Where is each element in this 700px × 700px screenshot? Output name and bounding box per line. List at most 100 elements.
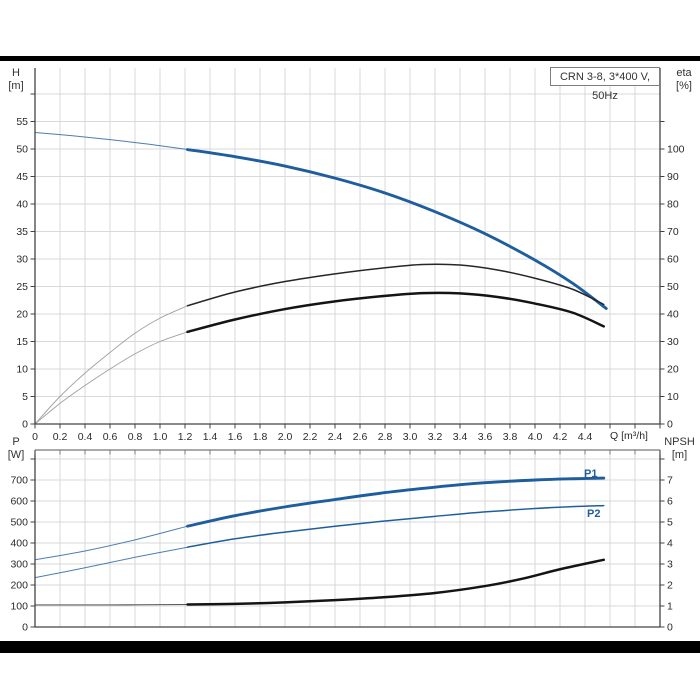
tick-label: 7: [667, 475, 673, 487]
curve-P2: [186, 504, 605, 548]
curve-NPSH: [186, 558, 605, 606]
p1-curve-label: P1: [584, 468, 598, 480]
tick-label: 0.8: [128, 431, 143, 443]
p-axis-label-line2: [W]: [7, 449, 25, 461]
tick-label: 0: [32, 431, 38, 443]
tick-label: 500: [10, 517, 28, 529]
tick-label: 50: [16, 144, 28, 156]
tick-label: 3.2: [428, 431, 443, 443]
tick-label: 0: [22, 419, 28, 431]
npsh-axis-label-line1: NPSH: [664, 436, 695, 448]
tick-label: 0: [22, 622, 28, 634]
h-axis-label-line2: [m]: [8, 80, 24, 92]
tick-label: 45: [16, 171, 28, 183]
tick-label: 5: [667, 517, 673, 529]
tick-label: 4.4: [578, 431, 593, 443]
curve-H-curve-lead: [34, 132, 188, 151]
p-axis-label-line1: P: [12, 436, 20, 448]
axes: 0 100 200 300 400 500 600 700 0 1 2 3 4 5 6 7: [10, 449, 673, 634]
h-axis-label-line1: H: [12, 67, 20, 79]
curve-P1: [186, 476, 606, 528]
tick-label: 1.0: [153, 431, 168, 443]
tick-label: 3.6: [478, 431, 493, 443]
curves: [34, 132, 608, 425]
curve-H-curve: [186, 148, 608, 310]
chart-power-npsh: 0 100 200 300 400 500 600 700 0 1 2 3 4 5 6 7: [10, 449, 673, 634]
tick-label: 700: [10, 475, 28, 487]
p2-curve-label: P2: [587, 508, 601, 520]
tick-label: 100: [667, 144, 685, 156]
tick-label: 90: [667, 171, 679, 183]
tick-label: 50: [667, 281, 679, 293]
p-axis-label: P [W]: [2, 436, 30, 462]
tick-label: 400: [10, 538, 28, 550]
pump-model-title-box: CRN 3-8, 3*400 V, 50Hz: [550, 67, 660, 102]
tick-label: 4: [667, 538, 673, 550]
tick-label: 70: [667, 226, 679, 238]
tick-label: 0.4: [78, 431, 93, 443]
tick-label: 20: [16, 309, 28, 321]
tick-label: 10: [667, 391, 679, 403]
tick-label: 80: [667, 199, 679, 211]
page-top-border: [0, 56, 700, 61]
tick-label: 300: [10, 559, 28, 571]
tick-label: 2.2: [303, 431, 318, 443]
eta-axis-label-line2: [%]: [676, 80, 692, 92]
tick-label: 20: [667, 364, 679, 376]
tick-label: 2: [667, 580, 673, 592]
curve-P1-lead: [34, 525, 188, 561]
curve-P2-lead: [34, 546, 188, 579]
tick-label: 3.8: [503, 431, 518, 443]
curve-eta-pump-motor-lead: [34, 331, 188, 425]
tick-label: 3.0: [403, 431, 418, 443]
tick-label: 15: [16, 336, 28, 348]
tick-label: 4.0: [528, 431, 543, 443]
tick-label: 1.2: [178, 431, 193, 443]
tick-label: 1.4: [203, 431, 218, 443]
tick-label: 40: [16, 199, 28, 211]
tick-label: 2.0: [278, 431, 293, 443]
tick-label: 60: [667, 254, 679, 266]
tick-label: 0: [667, 419, 673, 431]
tick-label: 0.6: [103, 431, 118, 443]
curve-eta-pump: [186, 263, 605, 307]
curves: [34, 476, 606, 606]
curve-eta-pump-lead: [34, 305, 188, 425]
tick-label: 1.6: [228, 431, 243, 443]
tick-label: 30: [667, 336, 679, 348]
tick-label: 600: [10, 496, 28, 508]
gridlines: [35, 68, 660, 424]
page-bottom-border: [0, 641, 700, 653]
tick-label: 3.4: [453, 431, 468, 443]
tick-label: 2.4: [328, 431, 343, 443]
tick-label: 200: [10, 580, 28, 592]
q-axis-label: Q [m³/h]: [610, 430, 648, 442]
tick-label: 55: [16, 116, 28, 128]
chart-head-efficiency: 0 0.2 0.4 0.6 0.8 1.0 1.2 1.4 1.6 1.8 2.0 2.2 2.4 2.6…: [16, 68, 685, 443]
h-axis-label: H [m]: [2, 67, 30, 93]
tick-label: 1.8: [253, 431, 268, 443]
npsh-axis-label: NPSH [m]: [659, 436, 700, 462]
curve-eta-pump-motor: [186, 291, 605, 334]
tick-label: 2.8: [378, 431, 393, 443]
eta-axis-label: eta [%]: [669, 67, 699, 93]
tick-label: 4.2: [553, 431, 568, 443]
tick-label: 6: [667, 496, 673, 508]
tick-label: 10: [16, 364, 28, 376]
tick-label: 25: [16, 281, 28, 293]
tick-label: 40: [667, 309, 679, 321]
gridlines: [35, 450, 660, 627]
tick-label: 30: [16, 254, 28, 266]
tick-label: 100: [10, 601, 28, 613]
tick-label: 1: [667, 601, 673, 613]
tick-label: 35: [16, 226, 28, 238]
tick-label: 0.2: [53, 431, 68, 443]
tick-label: 0: [667, 622, 673, 634]
tick-label: 2.6: [353, 431, 368, 443]
eta-axis-label-line1: eta: [676, 67, 692, 79]
axes: 0 0.2 0.4 0.6 0.8 1.0 1.2 1.4 1.6 1.8 2.0 2.2 2.4 2.6…: [16, 68, 685, 443]
tick-label: 3: [667, 559, 673, 571]
tick-label: 5: [22, 391, 28, 403]
